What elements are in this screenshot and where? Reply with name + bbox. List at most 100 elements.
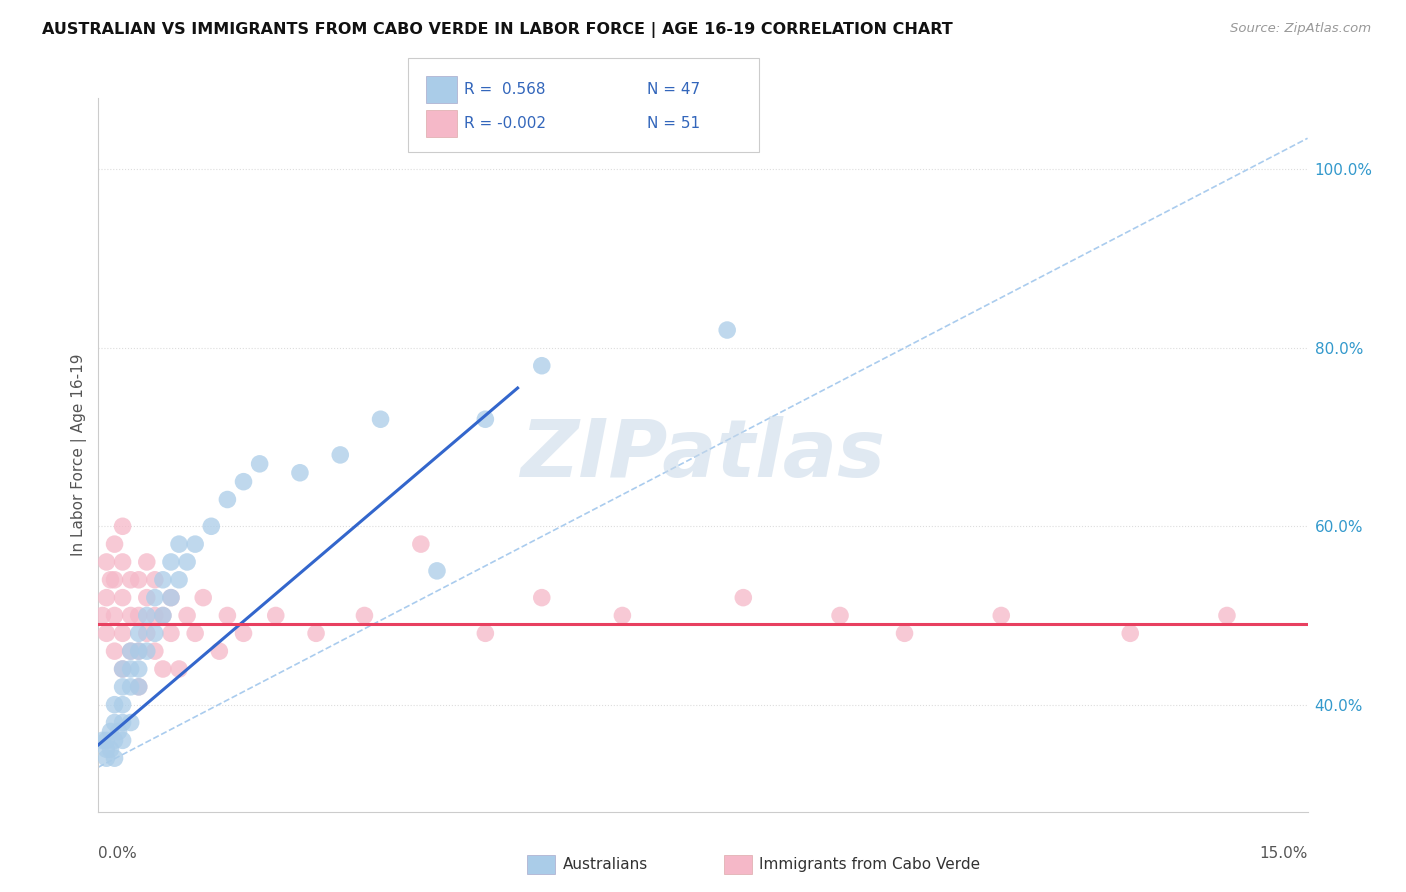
Point <box>232 475 254 489</box>
Point <box>100 724 122 739</box>
Point <box>160 591 183 605</box>
Point <box>176 555 198 569</box>
Point <box>1216 608 1239 623</box>
Point <box>184 537 207 551</box>
Point <box>160 555 183 569</box>
Point <box>103 715 125 730</box>
Point <box>103 698 125 712</box>
Point <box>249 457 271 471</box>
Point <box>135 591 157 605</box>
Point <box>184 626 207 640</box>
Point <box>111 662 134 676</box>
Point <box>128 644 150 658</box>
Point <box>128 608 150 623</box>
Point <box>176 608 198 623</box>
Point <box>128 662 150 676</box>
Point <box>305 626 328 640</box>
Point <box>111 662 134 676</box>
Point <box>193 591 215 605</box>
Point <box>152 662 174 676</box>
Text: R =  0.568: R = 0.568 <box>464 82 546 97</box>
Point <box>217 608 239 623</box>
Point <box>1119 626 1142 640</box>
Point <box>200 519 222 533</box>
Point <box>120 680 142 694</box>
Text: N = 47: N = 47 <box>647 82 700 97</box>
Text: ZIPatlas: ZIPatlas <box>520 416 886 494</box>
Point <box>329 448 352 462</box>
Point <box>120 644 142 658</box>
Point <box>111 680 134 694</box>
Y-axis label: In Labor Force | Age 16-19: In Labor Force | Age 16-19 <box>72 353 87 557</box>
Point <box>111 698 134 712</box>
Point <box>120 715 142 730</box>
Point <box>128 680 150 694</box>
Point <box>91 733 114 747</box>
Point <box>103 733 125 747</box>
Point <box>167 537 190 551</box>
Point <box>160 626 183 640</box>
Text: R = -0.002: R = -0.002 <box>464 116 546 131</box>
Point <box>128 626 150 640</box>
Text: Australians: Australians <box>562 857 648 871</box>
Point <box>288 466 311 480</box>
Point <box>474 626 496 640</box>
Point <box>143 626 166 640</box>
Point <box>143 644 166 658</box>
Point <box>530 591 553 605</box>
Point <box>612 608 634 623</box>
Point <box>100 742 122 756</box>
Point <box>893 626 915 640</box>
Point <box>152 608 174 623</box>
Text: AUSTRALIAN VS IMMIGRANTS FROM CABO VERDE IN LABOR FORCE | AGE 16-19 CORRELATION : AUSTRALIAN VS IMMIGRANTS FROM CABO VERDE… <box>42 22 953 38</box>
Point <box>111 733 134 747</box>
Point <box>217 492 239 507</box>
Point <box>103 644 125 658</box>
Point <box>716 323 738 337</box>
Point <box>120 608 142 623</box>
Point <box>152 608 174 623</box>
Point <box>96 751 118 765</box>
Point <box>208 644 231 658</box>
Point <box>409 537 432 551</box>
Text: 15.0%: 15.0% <box>1260 846 1308 861</box>
Point <box>167 573 190 587</box>
Point <box>264 608 287 623</box>
Point <box>353 608 375 623</box>
Point <box>103 751 125 765</box>
Point <box>96 626 118 640</box>
Point <box>530 359 553 373</box>
Point <box>167 662 190 676</box>
Point <box>96 555 118 569</box>
Point <box>111 591 134 605</box>
Point <box>107 724 129 739</box>
Point <box>232 626 254 640</box>
Point <box>120 662 142 676</box>
Text: 0.0%: 0.0% <box>98 846 138 861</box>
Point <box>990 608 1012 623</box>
Point <box>135 626 157 640</box>
Point <box>135 644 157 658</box>
Point <box>103 537 125 551</box>
Point <box>120 644 142 658</box>
Point <box>120 573 142 587</box>
Point <box>733 591 755 605</box>
Point <box>96 591 118 605</box>
Point <box>370 412 392 426</box>
Point <box>111 555 134 569</box>
Point <box>96 742 118 756</box>
Point <box>91 608 114 623</box>
Point <box>96 733 118 747</box>
Point <box>103 573 125 587</box>
Point <box>135 555 157 569</box>
Point <box>143 591 166 605</box>
Point <box>111 715 134 730</box>
Point <box>143 573 166 587</box>
Point <box>474 412 496 426</box>
Point <box>152 573 174 587</box>
Point <box>103 608 125 623</box>
Point <box>426 564 449 578</box>
Point <box>128 680 150 694</box>
Point <box>143 608 166 623</box>
Point <box>128 644 150 658</box>
